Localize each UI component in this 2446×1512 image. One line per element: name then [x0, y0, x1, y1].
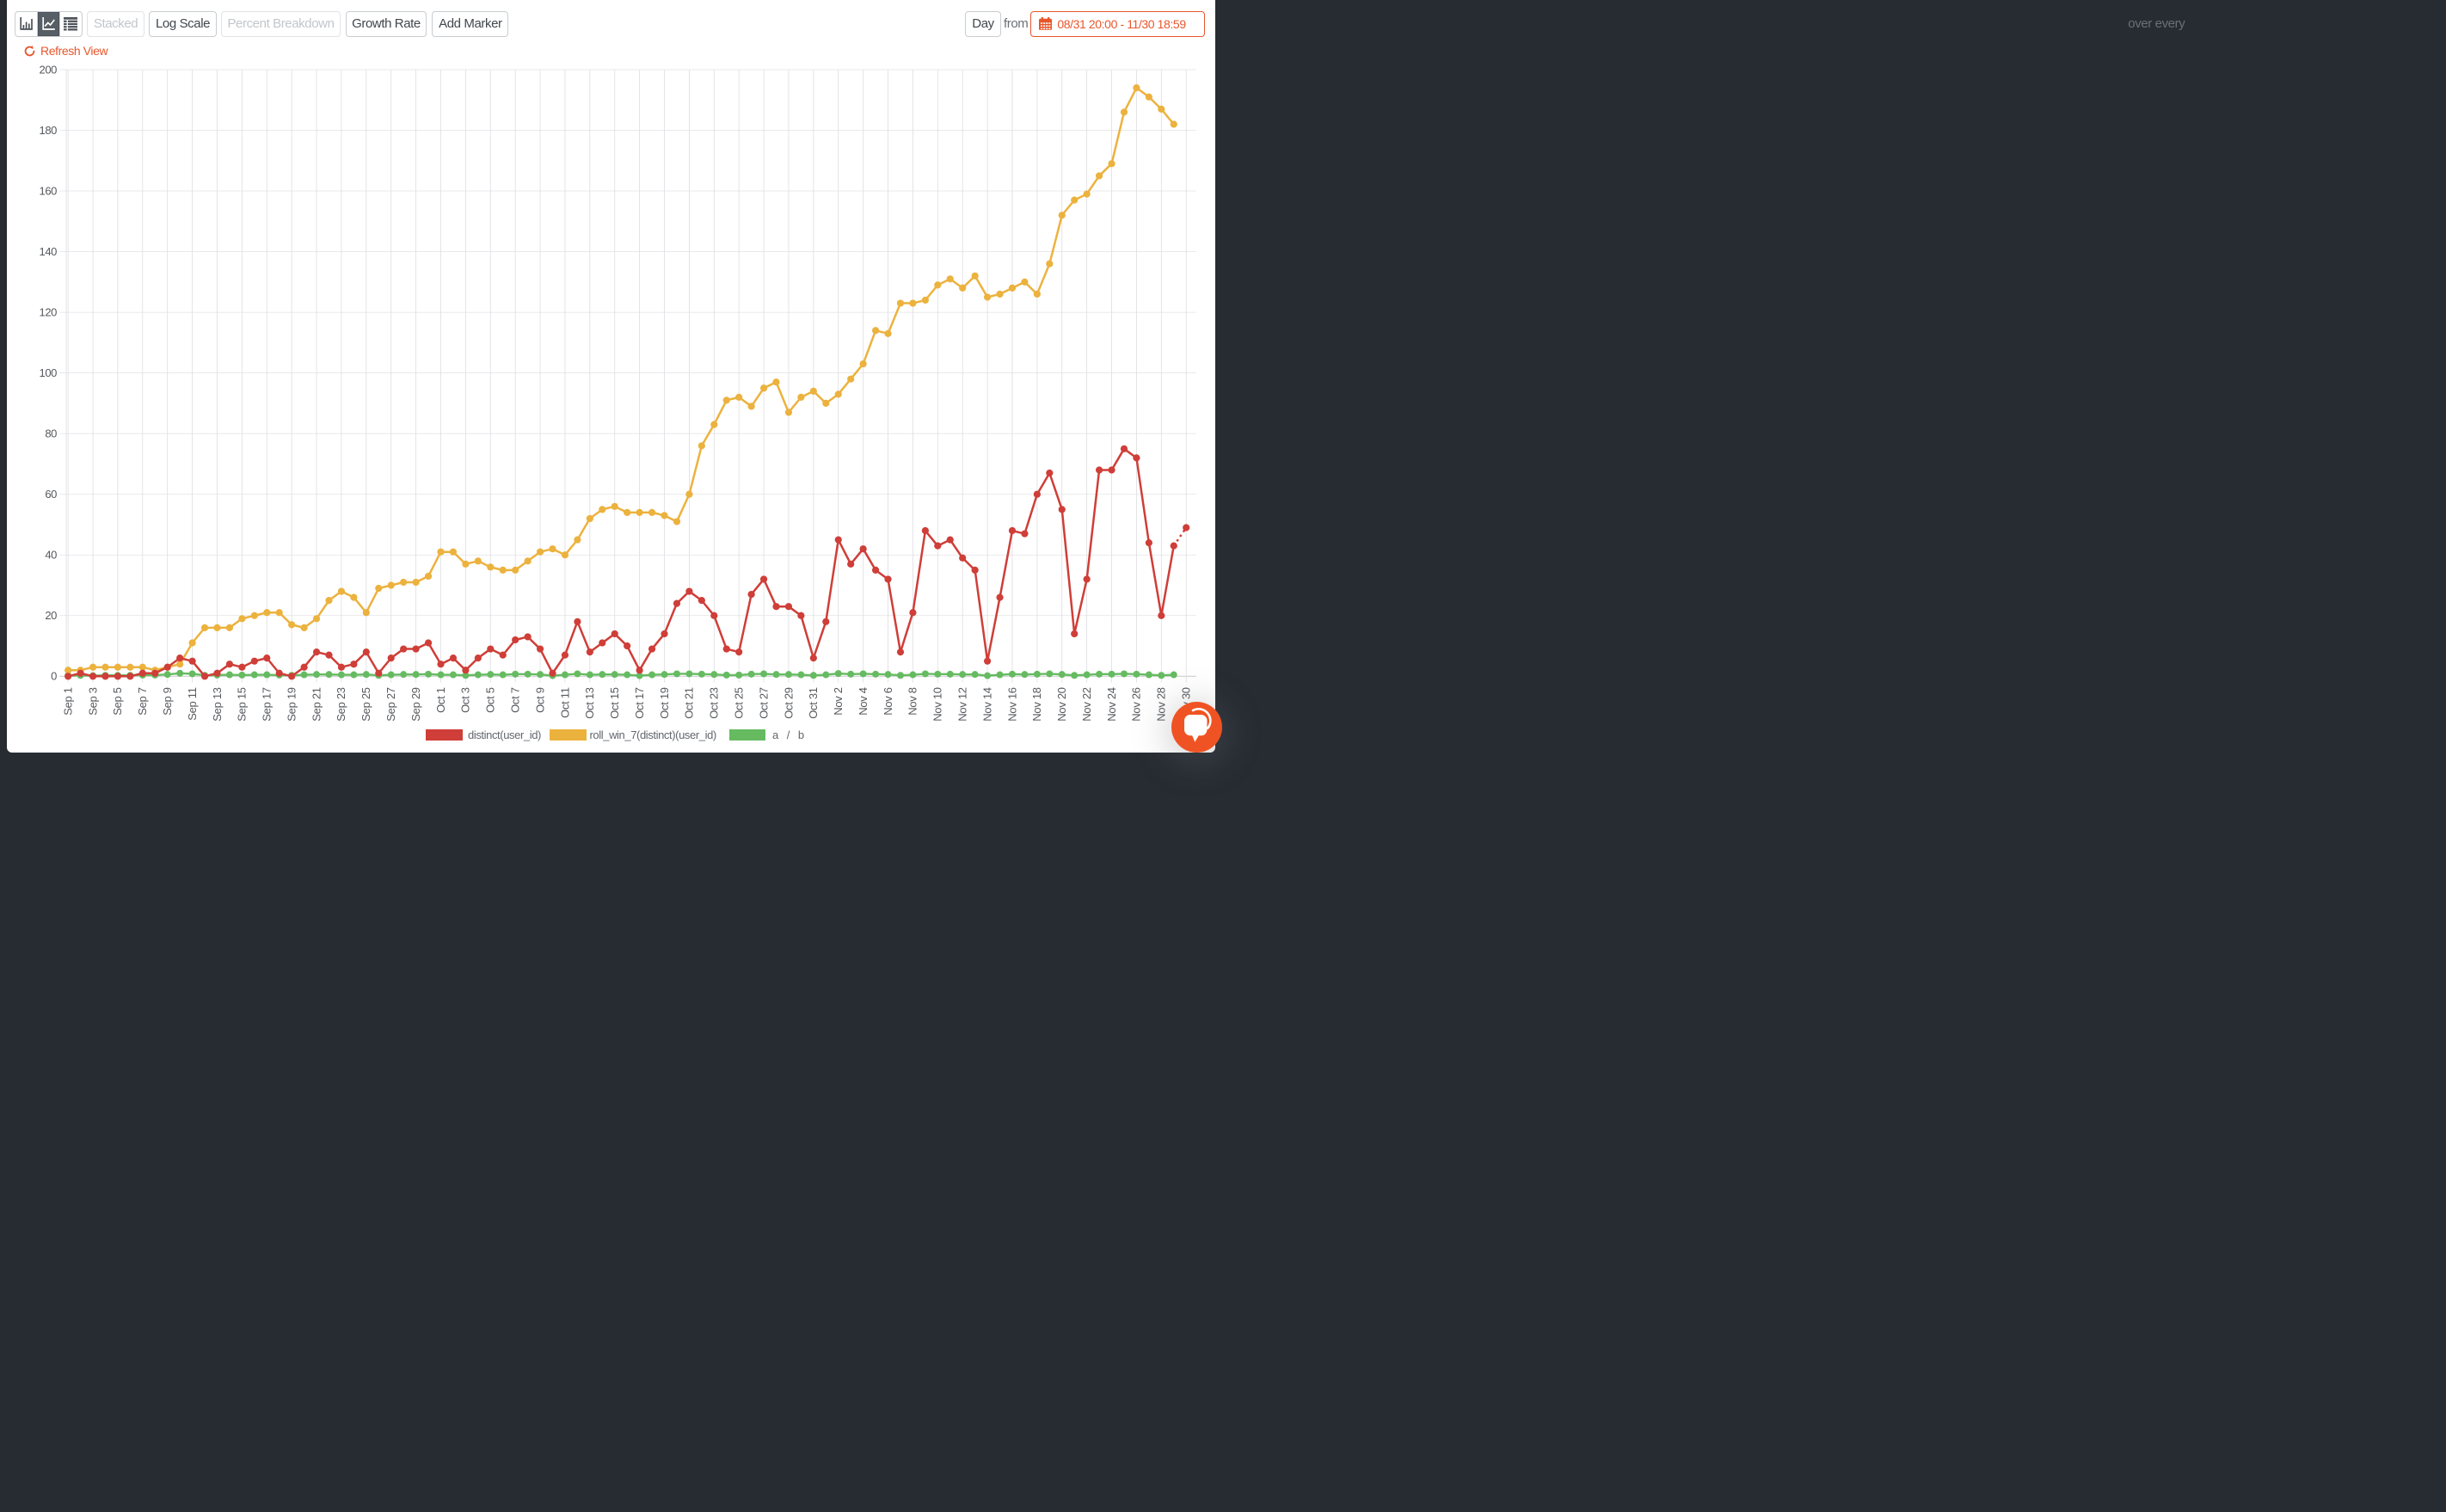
svg-text:Nov 10: Nov 10 [931, 687, 944, 721]
svg-text:Sep 9: Sep 9 [161, 687, 174, 716]
svg-text:Nov 12: Nov 12 [956, 687, 968, 721]
svg-text:160: 160 [40, 184, 58, 197]
svg-text:Sep 29: Sep 29 [409, 687, 422, 721]
svg-text:Oct 17: Oct 17 [633, 687, 646, 719]
svg-text:Nov 2: Nov 2 [832, 687, 845, 716]
svg-text:Nov 8: Nov 8 [906, 687, 919, 716]
svg-text:120: 120 [40, 306, 58, 319]
svg-text:Oct 19: Oct 19 [658, 687, 671, 719]
svg-text:Sep 17: Sep 17 [261, 687, 273, 721]
svg-text:Oct 9: Oct 9 [533, 687, 546, 713]
svg-text:180: 180 [40, 124, 58, 137]
svg-text:Oct 11: Oct 11 [558, 687, 571, 718]
svg-text:Sep 27: Sep 27 [384, 687, 397, 721]
svg-text:Oct 13: Oct 13 [583, 687, 596, 719]
svg-text:140: 140 [40, 245, 58, 258]
svg-text:Oct 1: Oct 1 [434, 687, 447, 713]
svg-text:Nov 4: Nov 4 [857, 687, 870, 716]
svg-text:Nov 22: Nov 22 [1080, 687, 1093, 721]
svg-text:Sep 25: Sep 25 [360, 687, 372, 721]
svg-text:20: 20 [45, 609, 57, 622]
svg-text:Oct 31: Oct 31 [807, 687, 820, 719]
svg-text:Sep 11: Sep 11 [186, 687, 199, 721]
svg-text:Nov 26: Nov 26 [1130, 687, 1143, 721]
svg-text:Oct 5: Oct 5 [484, 687, 497, 713]
svg-text:80: 80 [45, 427, 57, 440]
svg-text:Oct 3: Oct 3 [459, 687, 472, 713]
svg-text:100: 100 [40, 366, 58, 379]
svg-text:Sep 1: Sep 1 [61, 687, 74, 716]
svg-text:60: 60 [45, 488, 57, 501]
svg-text:Oct 25: Oct 25 [732, 687, 745, 719]
svg-text:Nov 20: Nov 20 [1055, 687, 1068, 721]
svg-text:Nov 14: Nov 14 [980, 687, 993, 721]
svg-text:Sep 19: Sep 19 [285, 687, 298, 721]
svg-text:Sep 7: Sep 7 [136, 687, 149, 716]
svg-text:0: 0 [51, 670, 57, 683]
svg-text:Sep 13: Sep 13 [211, 687, 224, 721]
svg-text:Sep 15: Sep 15 [236, 687, 249, 721]
svg-text:Sep 5: Sep 5 [111, 687, 124, 716]
svg-text:Oct 23: Oct 23 [708, 687, 721, 719]
svg-text:Sep 23: Sep 23 [335, 687, 347, 721]
svg-text:Oct 21: Oct 21 [683, 687, 696, 719]
svg-text:40: 40 [45, 549, 57, 562]
svg-text:Oct 27: Oct 27 [757, 687, 770, 719]
svg-text:200: 200 [40, 63, 58, 76]
svg-text:Sep 3: Sep 3 [86, 687, 99, 716]
svg-text:Oct 7: Oct 7 [508, 687, 521, 713]
svg-text:Nov 28: Nov 28 [1155, 687, 1168, 721]
svg-text:Nov 6: Nov 6 [882, 687, 894, 716]
svg-text:Nov 16: Nov 16 [1005, 687, 1018, 721]
svg-text:Nov 24: Nov 24 [1105, 687, 1118, 721]
svg-text:Oct 29: Oct 29 [782, 687, 795, 719]
svg-text:Sep 21: Sep 21 [310, 687, 323, 721]
svg-text:Nov 18: Nov 18 [1030, 687, 1043, 721]
svg-text:Oct 15: Oct 15 [608, 687, 621, 719]
